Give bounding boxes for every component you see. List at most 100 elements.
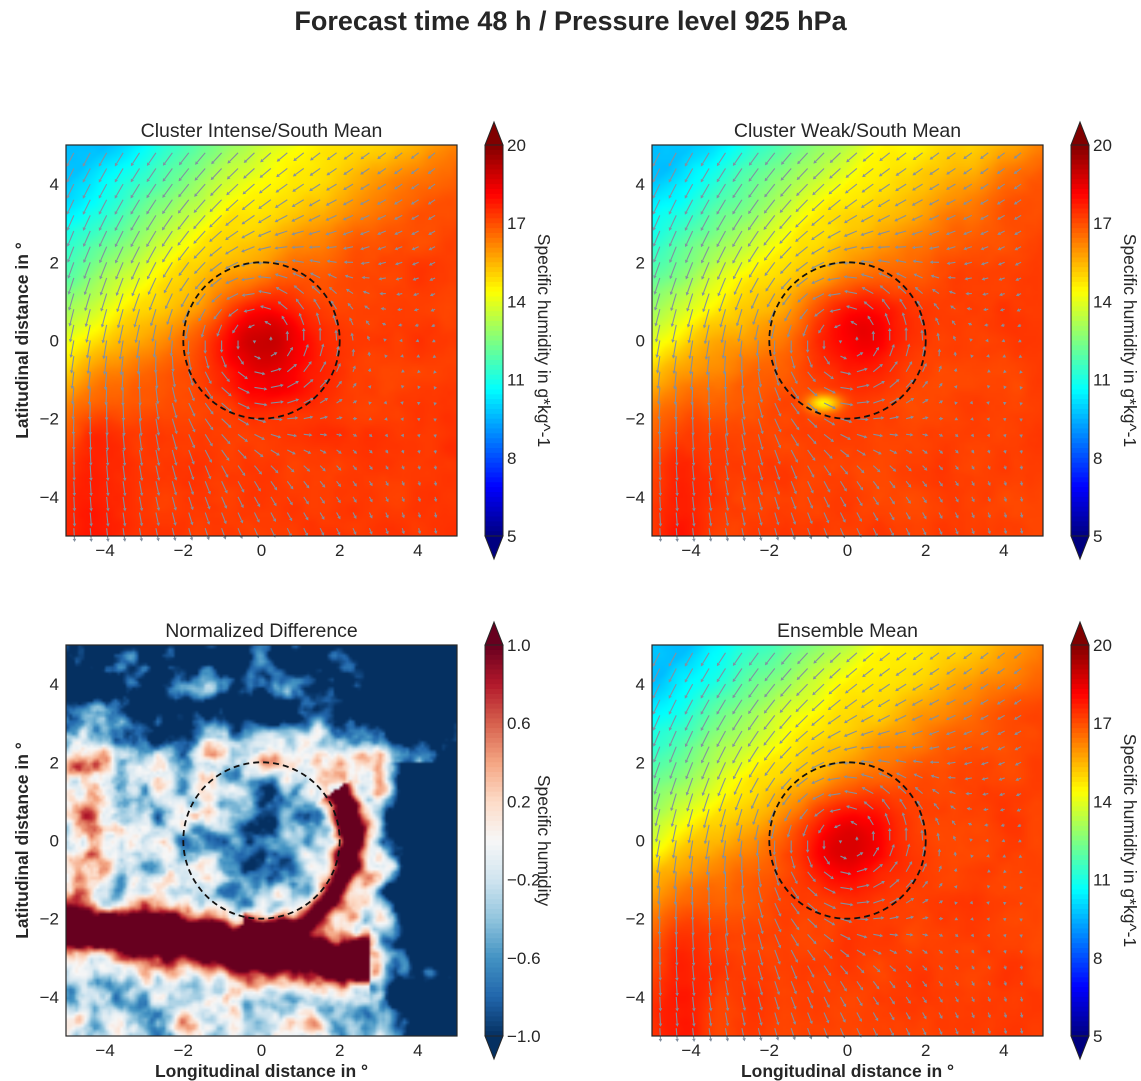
wind-quiver (66, 152, 438, 543)
x-tick-label: 2 (921, 1041, 930, 1060)
x-tick-label: −2 (174, 541, 193, 560)
y-tick-label: 4 (50, 675, 59, 694)
colorbar-label: Specific humidity in g*kg^-1 (1120, 234, 1140, 447)
x-tick-label: 4 (999, 1041, 1008, 1060)
panel-4: −4 −2 0 2 4 −4 −2 0 2 4 Ensemble Mean Longitudinal … (626, 620, 1140, 1081)
colorbar-tick-label: 20 (507, 136, 526, 155)
panel-2: −4 −2 0 2 4 −4 −2 0 2 4 Cluster Weak/South Mean 5 8 1… (626, 120, 1140, 561)
y-axis-label: Latitudinal distance in ° (12, 742, 32, 939)
x-tick-label: −4 (95, 541, 114, 560)
panel-3: −4 −2 0 2 4 −4 −2 0 2 4 Normalized Difference Longi… (12, 620, 554, 1081)
colorbar-tick-label: 11 (507, 371, 525, 390)
colorbar-tick-label: 5 (507, 527, 516, 546)
wind-quiver (652, 152, 1024, 543)
panel-title: Cluster Intense/South Mean (141, 120, 383, 142)
x-tick-label: −4 (681, 541, 700, 560)
y-tick-label: 4 (636, 175, 645, 194)
colorbar-tick-label: 11 (1093, 871, 1111, 890)
colorbar-tick-label: 20 (1093, 636, 1112, 655)
colorbar-tick-label: 1.0 (507, 636, 531, 655)
x-tick-label: 0 (257, 541, 266, 560)
colorbar-label: Specific humidity (534, 775, 554, 907)
colorbar-tick-label: 8 (507, 449, 516, 468)
x-tick-label: 0 (843, 1041, 852, 1060)
x-tick-label: 4 (413, 541, 422, 560)
x-tick-label: 4 (413, 1041, 422, 1060)
storm-radius-circle (768, 261, 927, 420)
panel-title: Normalized Difference (165, 620, 358, 642)
colorbar-tick-label: 14 (1093, 792, 1112, 811)
heatmap-field (652, 145, 1043, 536)
x-axis-label: Longitudinal distance in ° (155, 1061, 368, 1081)
colorbar: −1.0 −0.6 −0.2 0.2 0.6 1.0 Specific humidity (484, 620, 554, 1061)
colorbar-extend-max (484, 120, 504, 146)
colorbar-tick-label: −0.2 (507, 871, 541, 890)
panel-title: Cluster Weak/South Mean (734, 120, 961, 142)
colorbar-tick-label: 20 (1093, 136, 1112, 155)
x-tick-label: 0 (843, 541, 852, 560)
heatmap-field (66, 645, 457, 1036)
x-tick-label: −2 (760, 541, 779, 560)
colorbar: 5 8 11 14 17 20 Specific humidity in g*kg^-1 (1070, 620, 1140, 1061)
colorbar-tick-label: 14 (1093, 292, 1112, 311)
x-tick-label: 2 (335, 541, 344, 560)
colorbar-extend-min (484, 535, 504, 561)
y-tick-label: 4 (50, 175, 59, 194)
heatmap-field (66, 145, 457, 536)
y-tick-label: 4 (636, 675, 645, 694)
y-tick-label: 2 (50, 753, 59, 772)
y-tick-label: 0 (50, 832, 59, 851)
x-tick-label: 0 (257, 1041, 266, 1060)
y-tick-label: −2 (40, 410, 59, 429)
y-tick-label: −4 (626, 488, 645, 507)
colorbar-tick-label: 17 (1093, 714, 1112, 733)
y-tick-label: 0 (636, 832, 645, 851)
axes-frame (651, 644, 1044, 1037)
colorbar-tick-label: −0.6 (507, 949, 541, 968)
colorbar-tick-label: 5 (1093, 527, 1102, 546)
y-tick-label: −4 (626, 988, 645, 1007)
axes-frame (65, 144, 458, 537)
y-tick-label: 2 (636, 253, 645, 272)
y-axis-label: Latitudinal distance in ° (12, 242, 32, 439)
colorbar: 5 8 11 14 17 20 Specific humidity in g*kg^-1 (1070, 120, 1140, 561)
y-tick-label: −2 (626, 910, 645, 929)
colorbar-tick-label: 0.6 (507, 714, 531, 733)
colorbar-extend-min (1070, 1035, 1090, 1061)
heatmap-field (652, 645, 1043, 1036)
colorbar-label: Specific humidity in g*kg^-1 (1120, 734, 1140, 947)
axes-frame (65, 644, 458, 1037)
panel-title: Ensemble Mean (777, 620, 918, 642)
x-tick-label: −2 (174, 1041, 193, 1060)
colorbar-extend-min (484, 1035, 504, 1061)
y-tick-label: −2 (626, 410, 645, 429)
colorbar-tick-label: 14 (507, 292, 526, 311)
colorbar-tick-label: 17 (507, 214, 526, 233)
colorbar-extend-max (484, 620, 504, 646)
x-tick-label: 4 (999, 541, 1008, 560)
x-axis-label: Longitudinal distance in ° (741, 1061, 954, 1081)
colorbar-extend-max (1070, 620, 1090, 646)
axes-frame (651, 144, 1044, 537)
colorbar-label: Specific humidity in g*kg^-1 (534, 234, 554, 447)
figure-title: Forecast time 48 h / Pressure level 925 … (294, 6, 847, 36)
y-tick-label: 2 (50, 253, 59, 272)
x-tick-label: 2 (335, 1041, 344, 1060)
colorbar-tick-label: 11 (1093, 371, 1111, 390)
y-tick-label: 0 (50, 332, 59, 351)
x-tick-label: −2 (760, 1041, 779, 1060)
colorbar-tick-label: 5 (1093, 1027, 1102, 1046)
y-tick-label: −2 (40, 910, 59, 929)
storm-radius-circle (182, 761, 341, 920)
colorbar-tick-label: 8 (1093, 949, 1102, 968)
panel-1: −4 −2 0 2 4 −4 −2 0 2 4 Cluster Intense/South Mean… (12, 120, 554, 561)
x-tick-label: −4 (95, 1041, 114, 1060)
colorbar-tick-label: −1.0 (507, 1027, 541, 1046)
wind-quiver (652, 652, 1024, 1043)
storm-radius-circle (182, 261, 341, 420)
y-tick-label: 2 (636, 753, 645, 772)
y-tick-label: 0 (636, 332, 645, 351)
y-tick-label: −4 (40, 488, 59, 507)
storm-radius-circle (768, 761, 927, 920)
